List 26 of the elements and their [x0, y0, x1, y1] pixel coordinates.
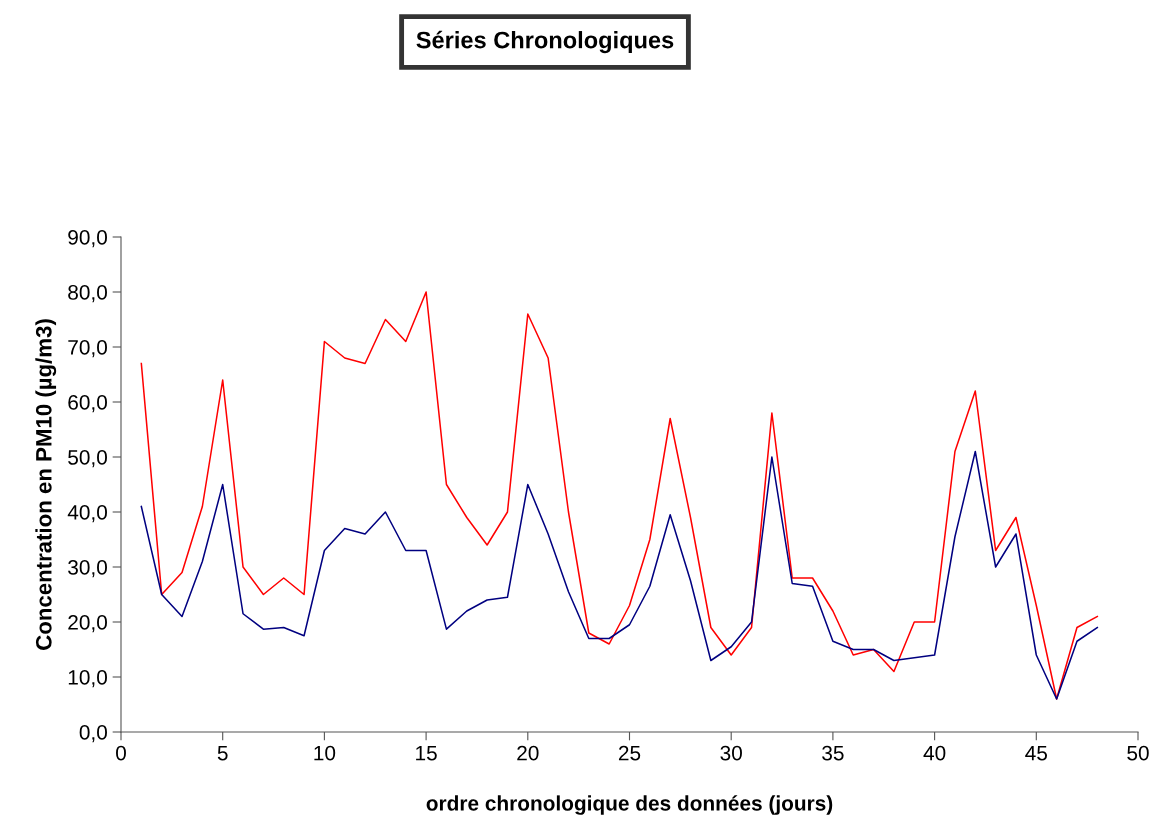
y-tick-label: 10,0: [68, 670, 107, 688]
chart-title: Séries Chronologiques: [416, 30, 674, 54]
y-tick-label: 70,0: [68, 340, 107, 358]
x-tick-label: 30: [720, 745, 742, 761]
y-tick-label: 60,0: [68, 395, 107, 413]
x-tick-label: 45: [1025, 745, 1048, 761]
x-tick-label: 5: [217, 745, 228, 761]
x-axis-title: ordre chronologique des données (jours): [426, 795, 833, 815]
x-tick-label: 40: [923, 745, 946, 761]
x-tick-label: 15: [416, 745, 437, 761]
x-tick-label: 10: [314, 745, 336, 761]
y-tick-label: 0,0: [79, 725, 107, 743]
y-tick-label: 30,0: [68, 560, 107, 578]
x-tick-label: 20: [517, 745, 539, 761]
x-tick-label: 0: [116, 745, 126, 761]
x-tick-label: 50: [1127, 745, 1149, 761]
x-tick-label: 35: [822, 745, 844, 761]
x-tick-label: 25: [618, 745, 641, 761]
y-axis-title: Concentration en PM10 (µg/m3): [35, 319, 57, 650]
y-tick-label: 40,0: [67, 505, 107, 523]
y-tick-label: 20,0: [68, 615, 107, 633]
y-tick-label: 80,0: [68, 285, 107, 303]
line-series: [140, 291, 1099, 700]
y-tick-label: 50,0: [68, 450, 107, 468]
line-series: [140, 450, 1099, 700]
y-tick-label: 90,0: [68, 230, 107, 248]
